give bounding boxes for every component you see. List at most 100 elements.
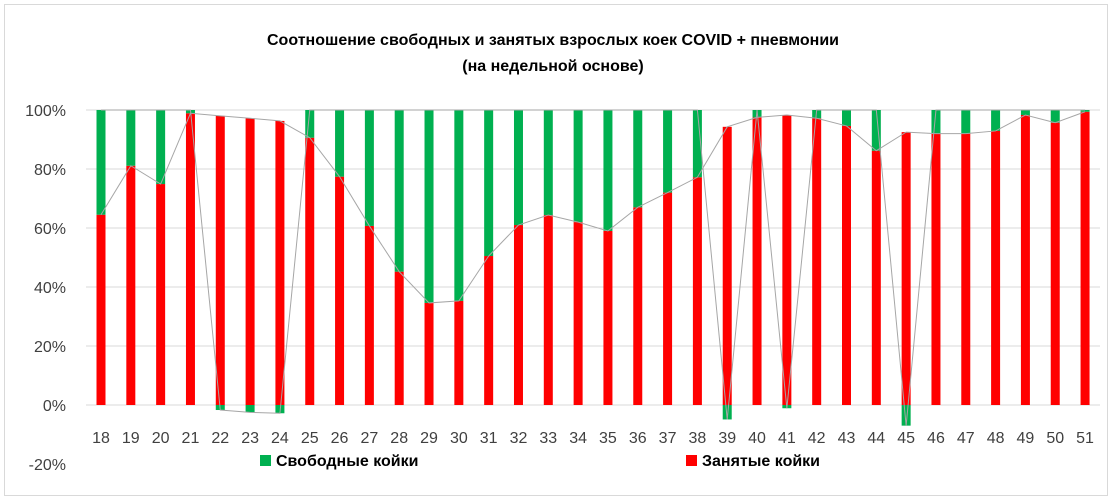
bar-occupied-week-43 (842, 125, 851, 406)
bar-free-week-50 (1050, 110, 1060, 123)
chart-title: Соотношение свободных и занятых взрослых… (267, 32, 839, 49)
bar-occupied-week-47 (961, 133, 971, 405)
bar-occupied-week-25 (305, 137, 315, 406)
x-tick-label: 49 (1017, 430, 1035, 447)
bar-occupied-week-37 (663, 192, 673, 405)
bar-free-week-25 (305, 110, 315, 138)
x-tick-label: 46 (927, 430, 945, 447)
x-tick-label: 51 (1076, 430, 1094, 447)
bar-occupied-week-35 (603, 230, 613, 405)
y-tick-label: 60% (34, 221, 66, 238)
bar-free-week-20 (156, 110, 166, 185)
bar-occupied-week-45 (901, 132, 911, 405)
x-tick-label: 25 (301, 430, 319, 447)
x-tick-label: 26 (331, 430, 349, 447)
y-tick-label: -20% (29, 457, 66, 474)
bar-occupied-week-27 (364, 225, 374, 405)
x-tick-label: 31 (480, 430, 498, 447)
bar-occupied-week-29 (424, 302, 434, 405)
bar-occupied-week-22 (215, 115, 225, 406)
x-tick-label: 48 (987, 430, 1005, 447)
legend-swatch-occupied (686, 455, 697, 466)
bar-free-week-31 (484, 110, 494, 257)
bar-occupied-week-18 (96, 214, 106, 405)
x-tick-label: 29 (420, 430, 438, 447)
y-tick-label: 40% (34, 280, 66, 297)
x-tick-label: 50 (1046, 430, 1064, 447)
x-tick-label: 30 (450, 430, 468, 447)
bar-free-week-45 (901, 405, 911, 426)
bar-occupied-week-24 (275, 120, 285, 405)
chart-frame (4, 4, 1108, 496)
bar-occupied-week-32 (513, 225, 523, 405)
bar-occupied-week-40 (752, 117, 762, 405)
bar-occupied-week-44 (871, 150, 881, 405)
series-line-free (101, 109, 1086, 426)
x-tick-label: 28 (390, 430, 408, 447)
chart-subtitle: (на недельной основе) (462, 58, 643, 75)
x-tick-label: 23 (241, 430, 259, 447)
x-tick-label: 47 (957, 430, 975, 447)
bar-free-week-38 (692, 110, 702, 178)
x-tick-label: 35 (599, 430, 617, 447)
bar-occupied-week-34 (573, 222, 583, 405)
bar-occupied-week-20 (156, 184, 166, 405)
bar-occupied-week-19 (126, 165, 136, 405)
bar-occupied-week-26 (335, 176, 345, 405)
bar-free-week-33 (543, 110, 553, 216)
x-tick-label: 43 (838, 430, 856, 447)
x-tick-label: 39 (718, 430, 736, 447)
bar-free-week-28 (394, 110, 404, 272)
bar-occupied-week-33 (543, 215, 553, 405)
bar-free-week-23 (245, 405, 255, 413)
bar-occupied-week-21 (185, 113, 195, 406)
y-tick-label: 80% (34, 162, 66, 179)
bar-free-week-37 (663, 110, 673, 193)
bar-occupied-week-31 (484, 256, 494, 405)
bar-free-week-30 (454, 110, 464, 301)
y-tick-label: 0% (43, 398, 66, 415)
bar-free-week-44 (871, 110, 881, 151)
bar-free-week-29 (424, 110, 434, 303)
x-tick-label: 21 (182, 430, 200, 447)
bar-free-week-49 (1020, 110, 1030, 116)
bar-free-week-32 (513, 110, 523, 226)
x-tick-label: 19 (122, 430, 140, 447)
x-tick-label: 36 (629, 430, 647, 447)
legend-swatch-free (260, 455, 271, 466)
bar-occupied-week-48 (991, 130, 1001, 405)
bar-occupied-week-28 (394, 271, 404, 405)
bar-free-week-19 (126, 110, 136, 166)
bar-occupied-week-50 (1050, 122, 1060, 405)
bar-free-week-18 (96, 110, 106, 215)
bar-occupied-week-30 (454, 300, 464, 405)
y-tick-label: 20% (34, 339, 66, 356)
bar-free-week-39 (722, 405, 732, 420)
x-tick-label: 37 (659, 430, 677, 447)
x-tick-label: 44 (867, 430, 885, 447)
x-tick-label: 34 (569, 430, 587, 447)
x-tick-label: 33 (539, 430, 557, 447)
x-tick-label: 45 (897, 430, 915, 447)
bar-free-week-43 (842, 110, 851, 126)
bar-occupied-week-39 (722, 126, 732, 405)
x-tick-label: 20 (152, 430, 170, 447)
bar-occupied-week-51 (1080, 111, 1090, 406)
bar-free-week-34 (573, 110, 583, 223)
y-tick-label: 100% (25, 103, 66, 120)
series-line-occupied (100, 111, 1086, 304)
legend-label-occupied: Занятые койки (702, 453, 820, 470)
bar-occupied-week-23 (245, 118, 255, 405)
bar-free-week-51 (1080, 110, 1090, 112)
bar-free-week-46 (931, 110, 941, 134)
bar-free-week-47 (961, 110, 971, 134)
bar-free-week-27 (364, 110, 374, 226)
x-tick-label: 18 (92, 430, 110, 447)
bar-occupied-week-46 (931, 133, 941, 405)
bar-free-week-36 (633, 110, 643, 208)
legend-label-free: Свободные койки (276, 453, 418, 470)
bar-occupied-week-49 (1020, 115, 1030, 405)
bar-free-week-26 (335, 110, 345, 177)
x-tick-label: 40 (748, 430, 766, 447)
